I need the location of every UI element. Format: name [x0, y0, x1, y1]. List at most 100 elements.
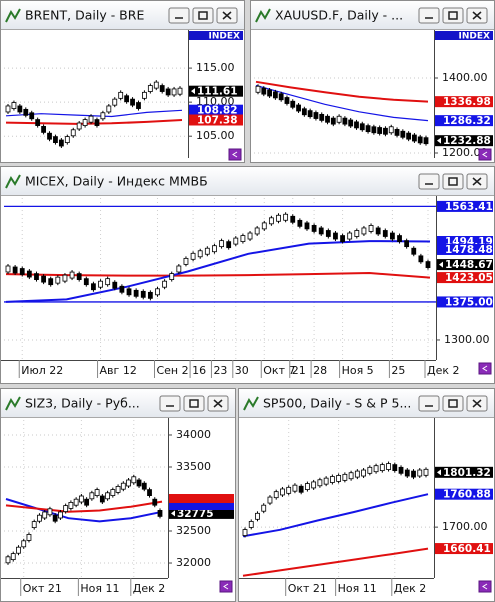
candle [55, 276, 61, 284]
price-flag-label: 1423.05 [445, 272, 493, 284]
button-face[interactable] [192, 7, 214, 24]
button-glyph[interactable] [448, 177, 458, 186]
candle [226, 241, 232, 249]
moving-average [5, 498, 163, 523]
candle [147, 489, 152, 496]
maximize-button[interactable] [442, 395, 464, 412]
scroll-glyph[interactable] [223, 583, 229, 590]
window-title: XAUUSD.F, Daily - ... [275, 8, 403, 23]
candle [261, 222, 267, 230]
button-glyph[interactable] [472, 399, 482, 408]
minimize-button[interactable] [159, 395, 181, 412]
candle [261, 87, 267, 95]
candle [133, 289, 139, 297]
minimize-button[interactable] [418, 173, 440, 190]
close-button[interactable] [466, 395, 488, 412]
x-tick-label: Июл 22 [21, 364, 63, 377]
button-glyph[interactable] [213, 399, 223, 408]
candle [348, 119, 354, 127]
candle [29, 112, 35, 120]
button-glyph[interactable] [448, 11, 458, 20]
candle [261, 504, 267, 512]
candle [305, 483, 310, 490]
button-glyph[interactable] [222, 11, 232, 20]
candle [99, 495, 105, 503]
minimize-button[interactable] [168, 7, 190, 24]
minimize-button[interactable] [418, 395, 440, 412]
maximize-button[interactable] [442, 173, 464, 190]
candle [70, 129, 76, 137]
price-flag-label: 1448.67 [445, 259, 493, 271]
button-face[interactable] [442, 7, 464, 24]
price-flag-label: 1760.88 [443, 489, 491, 501]
candle [153, 81, 159, 89]
candle [412, 134, 417, 142]
scroll-button[interactable] [478, 362, 492, 375]
window-icon [255, 8, 271, 23]
button-face[interactable] [418, 395, 440, 412]
button-face[interactable] [168, 7, 190, 24]
candle [177, 87, 183, 95]
button-glyph[interactable] [189, 399, 199, 408]
close-button[interactable] [466, 7, 488, 24]
candle [89, 492, 95, 500]
candle [5, 556, 11, 564]
scroll-button[interactable] [478, 148, 492, 161]
candle [88, 115, 94, 123]
close-button[interactable] [466, 173, 488, 190]
button-glyph[interactable] [448, 399, 458, 408]
x-tick-label: 16 [192, 364, 206, 377]
candle [21, 540, 27, 548]
price-flag [437, 272, 493, 284]
candle [348, 472, 354, 480]
candle [84, 498, 90, 506]
y-tick-label: 1200.00 [442, 146, 488, 159]
x-tick-label: Дек 2 [133, 582, 166, 595]
maximize-button[interactable] [183, 395, 205, 412]
button-face[interactable] [442, 173, 464, 190]
button-face[interactable] [159, 395, 181, 412]
candle [371, 126, 377, 134]
minimize-button[interactable] [418, 7, 440, 24]
candle [347, 232, 353, 240]
price-flag-label: 1375.00 [445, 296, 493, 308]
button-glyph[interactable] [472, 177, 482, 186]
price-flag-label: 1563.41 [445, 201, 493, 213]
candle [17, 105, 23, 113]
chart-window: BRENT, Daily - BRE115.00110.00105.00INDE… [0, 0, 245, 163]
maximize-button[interactable] [442, 7, 464, 24]
scroll-button[interactable] [228, 148, 242, 161]
scroll-glyph[interactable] [482, 365, 488, 372]
button-glyph[interactable] [472, 11, 482, 20]
scroll-glyph[interactable] [482, 151, 488, 158]
button-face[interactable] [442, 395, 464, 412]
x-tick-label: Ноя 11 [338, 582, 377, 595]
candle [255, 512, 260, 520]
chart-window: XAUUSD.F, Daily - ... 1400.00 1200.00 INDEX… [250, 0, 495, 163]
candle [247, 232, 253, 240]
button-glyph[interactable] [198, 11, 208, 20]
button-face[interactable] [418, 173, 440, 190]
candle [183, 257, 189, 265]
price-flag [189, 104, 243, 116]
close-button[interactable] [207, 395, 229, 412]
maximize-button[interactable] [192, 7, 214, 24]
scroll-button[interactable] [219, 580, 233, 593]
icon-glyph [243, 396, 259, 411]
price-flag [435, 543, 493, 555]
candle [286, 486, 292, 494]
scroll-glyph[interactable] [482, 583, 488, 590]
candle [126, 479, 131, 487]
scroll-button[interactable] [478, 580, 492, 593]
price-flag-label: 108.82 [197, 105, 238, 117]
scroll-glyph[interactable] [232, 151, 238, 158]
button-face[interactable] [418, 7, 440, 24]
button-face[interactable] [183, 395, 205, 412]
candle [94, 119, 100, 126]
window-title: SP500, Daily - S & P 5... [263, 396, 411, 411]
candle [411, 247, 417, 255]
close-button[interactable] [216, 7, 238, 24]
x-tick-label: 21 [292, 364, 306, 377]
candle [313, 112, 319, 119]
candle [41, 275, 46, 283]
